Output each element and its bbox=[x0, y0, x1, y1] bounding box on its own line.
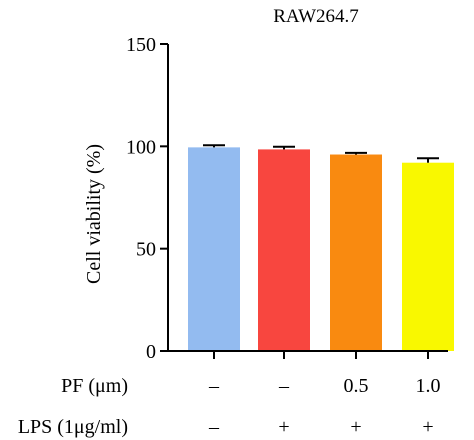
condition-value: – bbox=[208, 416, 220, 438]
y-tick-label: 150 bbox=[126, 34, 156, 56]
y-tick-label: 50 bbox=[136, 239, 156, 261]
condition-value: – bbox=[278, 375, 290, 397]
condition-table: PF (μm) – – 0.5 1.0 LPS (1μg/ml) – + + + bbox=[18, 375, 441, 438]
condition-value: 1.0 bbox=[416, 375, 441, 397]
condition-label: PF (μm) bbox=[61, 375, 128, 397]
condition-value: + bbox=[350, 416, 361, 438]
chart-title: RAW264.7 bbox=[273, 6, 359, 27]
condition-value: 0.5 bbox=[344, 375, 369, 397]
y-tick-label: 0 bbox=[146, 341, 156, 363]
condition-label: LPS (1μg/ml) bbox=[18, 416, 128, 438]
bar bbox=[258, 149, 310, 351]
condition-value: + bbox=[422, 416, 433, 438]
y-tick-label: 100 bbox=[126, 136, 156, 158]
bar bbox=[402, 162, 454, 351]
bar bbox=[188, 147, 240, 351]
condition-value: + bbox=[278, 416, 289, 438]
y-axis-ticks: 0 50 100 150 bbox=[126, 34, 168, 363]
condition-value: – bbox=[208, 375, 220, 397]
x-axis-ticks bbox=[213, 351, 429, 359]
bar bbox=[330, 154, 382, 351]
y-axis-label: Cell viability (%) bbox=[83, 144, 105, 284]
bars bbox=[188, 144, 454, 351]
